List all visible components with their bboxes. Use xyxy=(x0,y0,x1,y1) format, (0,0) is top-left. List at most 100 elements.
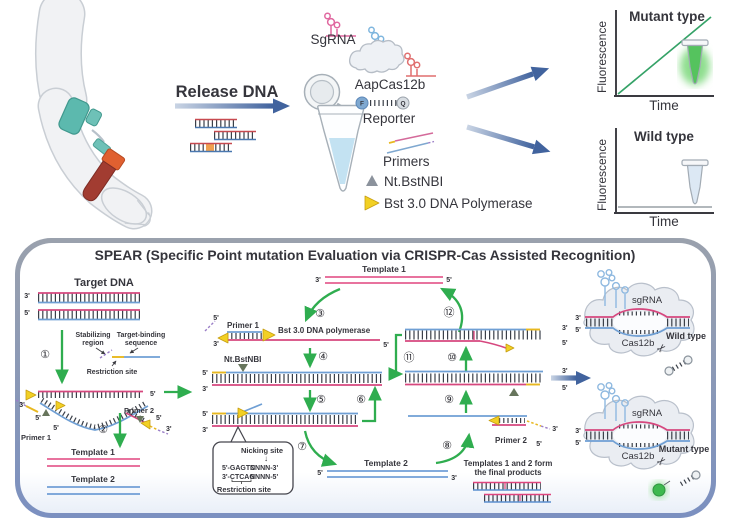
wild-graph-title: Wild type xyxy=(634,129,694,144)
svg-text:Template 2: Template 2 xyxy=(364,458,408,468)
svg-text:3': 3' xyxy=(202,386,208,393)
svg-text:3': 3' xyxy=(552,426,558,433)
step-8-arrow xyxy=(435,432,475,465)
release-dna-step: Release DNA xyxy=(175,83,290,153)
svg-text:3': 3' xyxy=(562,368,568,375)
final-products-block: Templates 1 and 2 form the final product… xyxy=(464,459,552,503)
svg-text:5': 5' xyxy=(536,441,542,448)
cas12b-protein-cloud-icon xyxy=(348,39,405,74)
svg-text:5': 5' xyxy=(202,411,208,418)
step-6-arrow xyxy=(362,385,382,423)
wild-graph: Fluorescence Wild type Time xyxy=(595,128,714,229)
sgrna-icon-red xyxy=(404,52,437,77)
reaction-tube xyxy=(303,73,365,192)
spear-box xyxy=(20,243,711,513)
nicked-duplex: 5' 3' xyxy=(202,403,358,434)
step-10-badge: ⑩ xyxy=(447,352,457,364)
quencher-letter: Q xyxy=(400,101,405,108)
step-5-badge: ⑤ xyxy=(316,394,326,406)
template1-top: Template 1 3' 5' xyxy=(315,264,452,284)
nickase-triangle-icon xyxy=(509,388,519,396)
flow-arrow-to-wild xyxy=(466,124,551,155)
step-11-arrow xyxy=(388,333,404,381)
svg-text:3': 3' xyxy=(202,427,208,434)
bottom-sequence-blue: NNNN-5' xyxy=(250,474,278,481)
mutant-tube-icon xyxy=(680,40,710,85)
primers-icon xyxy=(386,132,435,154)
step-3-badge: ③ xyxy=(315,308,325,320)
target-dna-label: Target DNA xyxy=(74,277,134,289)
wild-ylabel: Fluorescence xyxy=(595,139,609,211)
reaction-components: SgRNA AapCas12b F Q Reporter Primers Nt.… xyxy=(310,12,533,211)
blood-collection-tube xyxy=(82,148,126,202)
svg-text:5': 5' xyxy=(562,340,568,347)
bst-polymerase-label: Bst 3.0 DNA Polymerase xyxy=(384,196,533,211)
svg-text:5': 5' xyxy=(213,315,219,322)
restriction-site-label: Restriction site xyxy=(217,485,271,494)
target-dna-block: Target DNA 3' 5' xyxy=(24,277,140,321)
release-dna-arrow xyxy=(175,98,290,114)
primer-anatomy-annotation: Stabilizing region Target-binding sequen… xyxy=(76,332,166,376)
step-4-badge: ④ xyxy=(318,351,328,363)
mutant-type-label: Mutant type xyxy=(659,444,710,454)
svg-text:3': 3' xyxy=(575,315,581,322)
released-dna-fragments xyxy=(190,118,256,153)
svg-text:3': 3' xyxy=(575,428,581,435)
prime-label: 3' xyxy=(24,293,30,300)
reporter-label: Reporter xyxy=(363,111,416,126)
svg-text:5': 5' xyxy=(156,415,162,422)
nt-bstnbi-label: Nt.BstNBI xyxy=(224,355,261,364)
svg-text:5': 5' xyxy=(562,385,568,392)
primer1-label: Primer 1 xyxy=(21,433,51,442)
reporter-icon: F Q xyxy=(355,96,410,110)
svg-text:Template 1: Template 1 xyxy=(362,264,406,274)
primer2-label: Primer 2 xyxy=(124,406,154,415)
nickase-triangle-icon xyxy=(366,175,378,186)
hand xyxy=(100,187,151,227)
step-11-badge: ⑪ xyxy=(404,351,415,364)
svg-text:3': 3' xyxy=(562,325,568,332)
fluorophore-signal xyxy=(652,483,666,497)
flow-arrow-to-mutant xyxy=(466,66,550,100)
prime-label: 5' xyxy=(24,310,30,317)
target-binding-label: Target-binding xyxy=(117,332,165,339)
mutant-graph-title: Mutant type xyxy=(629,9,705,24)
svg-text:5': 5' xyxy=(53,425,59,432)
svg-text:3': 3' xyxy=(166,426,172,433)
top-sequence-gold: 5'-GAGTC xyxy=(222,465,255,472)
step-6-badge: ⑥ xyxy=(356,394,366,406)
svg-text:5': 5' xyxy=(35,415,41,422)
primers-label: Primers xyxy=(383,154,430,169)
svg-text:3': 3' xyxy=(451,475,457,482)
svg-text:3': 3' xyxy=(315,277,321,284)
sgrna-label: SgRNA xyxy=(310,32,355,47)
step-12-badge: ⑫ xyxy=(444,306,455,319)
svg-text:Primer 1: Primer 1 xyxy=(227,321,260,330)
svg-text:the final products: the final products xyxy=(474,468,542,477)
nickase-triangle-icon xyxy=(238,364,248,372)
wild-type-label: Wild type xyxy=(666,331,706,341)
aapcas12b-label: AapCas12b xyxy=(355,77,426,92)
needle-line xyxy=(91,129,105,143)
svg-text:region: region xyxy=(82,340,103,347)
svg-text:5': 5' xyxy=(317,470,323,477)
bst-polymerase-label: Bst 3.0 DNA polymerase xyxy=(278,326,371,335)
svg-text:5': 5' xyxy=(383,342,389,349)
svg-text:sequence: sequence xyxy=(125,340,157,347)
stabilizing-region-label: Stabilizing xyxy=(76,332,111,339)
nt-bstnbi-label: Nt.BstNBI xyxy=(384,174,443,189)
template2-label: Template 2 xyxy=(71,474,115,484)
svg-text:5': 5' xyxy=(575,440,581,447)
tube-liquid xyxy=(329,138,355,184)
tourniquet-band xyxy=(58,97,90,135)
primer2-annealing: 3' Primer 2 5' xyxy=(408,415,558,448)
mutant-ylabel: Fluorescence xyxy=(595,21,609,93)
svg-text:5': 5' xyxy=(575,327,581,334)
step-7-arrow xyxy=(303,430,338,467)
sample-collection-illustration xyxy=(34,0,153,230)
polymerase-triangle-icon xyxy=(364,195,380,211)
duplex-with-restriction-site: 5' 3' xyxy=(202,370,382,393)
displacement-duplex-lower: 3' 5' xyxy=(405,368,568,396)
restriction-site-label: Restriction site xyxy=(87,369,138,376)
displacement-duplex-upper: 3' 5' xyxy=(405,325,568,353)
